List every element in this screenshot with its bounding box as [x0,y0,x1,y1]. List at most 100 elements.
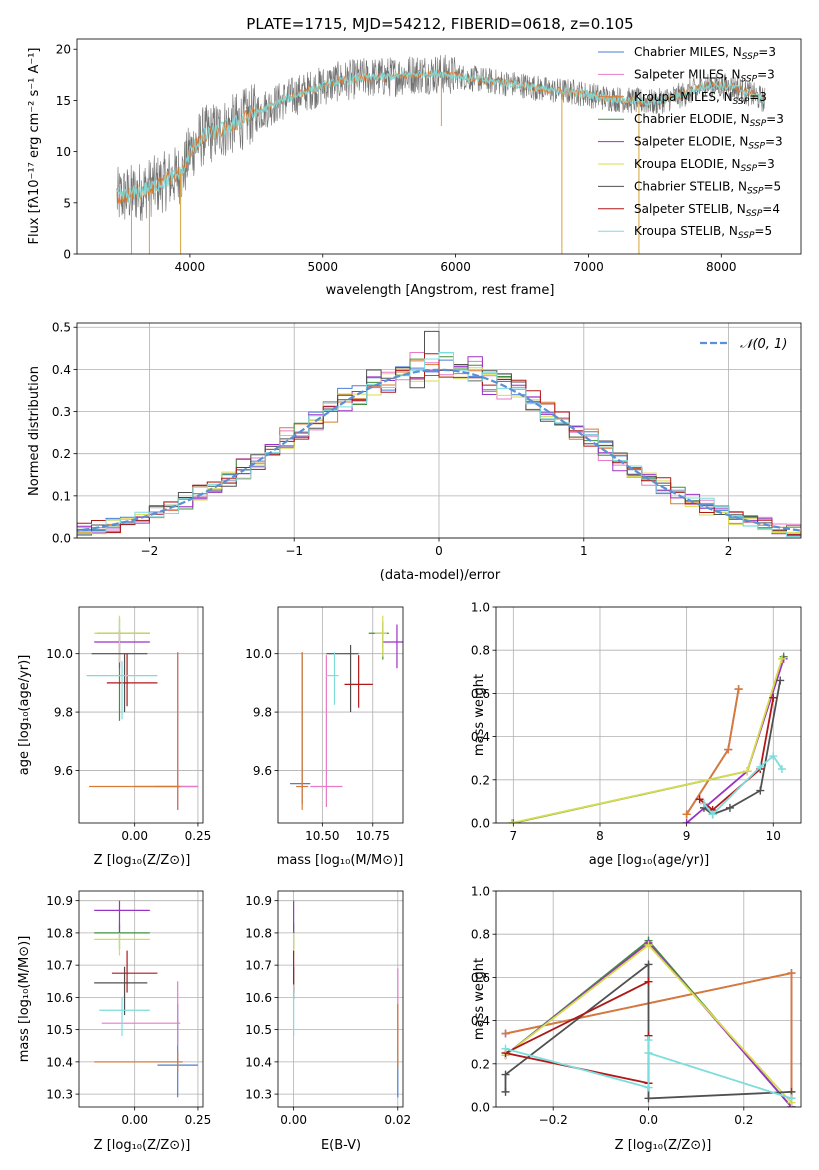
y-tick-label: 0.4 [52,363,71,377]
y-tick-label: 10.4 [46,1055,73,1069]
weight-marker [507,819,516,823]
weight-z-ylabel: mass weight [472,958,487,1040]
x-tick-label: 10 [766,829,781,843]
legend-label: Salpeter ELODIE, NSSP=3 [634,135,783,152]
x-tick-label: 0.00 [280,1113,307,1127]
weight-marker [769,752,778,761]
y-tick-label: 10.3 [245,1088,272,1102]
y-tick-label: 9.6 [253,764,272,778]
age-vs-mass-panel: 10.50 10.75 9.6 9.8 10.0 [245,606,404,843]
weight-marker [644,977,653,986]
mass-z-ylabel: mass [log₁₀(M/M⊙)] [17,936,32,1063]
weight-marker [501,1087,510,1096]
weight-marker [769,693,778,702]
residual-histogram [77,352,801,537]
y-tick-label: 0.6 [471,687,490,701]
y-tick-label: 10.5 [245,1023,272,1037]
weight-marker [501,1029,510,1038]
mass-z-xlabel: Z [log₁₀(Z/Z⊙)] [94,1138,191,1153]
x-tick-label: 0.00 [121,829,148,843]
spectrum-panel: 4000 5000 6000 7000 8000 0 5 10 15 20 Chabrier MIL… [56,38,802,274]
y-tick-label: 0.0 [471,817,490,831]
residual-ylabel: Normed distribution [27,366,42,496]
y-tick-label: 10.6 [245,991,272,1005]
y-tick-label: 10.0 [46,647,73,661]
weight-line [699,697,775,812]
legend-label: Salpeter STELIB, NSSP=4 [634,202,780,219]
y-tick-label: 1.0 [471,885,490,899]
residual-xlabel: (data-model)/error [380,568,501,583]
weight-marker [644,1049,653,1057]
weight-marker [734,685,743,694]
plot-area [501,936,796,1107]
weight-marker [699,799,708,808]
legend-label: Chabrier ELODIE, NSSP=3 [634,112,784,129]
x-tick-label: 5000 [307,260,338,274]
y-tick-label: 0.3 [52,405,71,419]
x-tick-label: −0.2 [539,1113,568,1127]
y-tick-label: 10.8 [245,926,272,940]
weight-line [511,658,783,823]
weight-marker [776,676,785,685]
x-tick-label: −1 [285,544,303,558]
weight-marker [682,810,691,819]
gauss-legend-label: 𝒩(0, 1) [740,337,787,352]
mass-ebv-xlabel: E(B-V) [321,1138,361,1153]
plot-area [77,330,801,538]
y-tick-label: 15 [56,94,71,108]
y-tick-label: 0.4 [471,730,490,744]
residual-panel: −2 −1 0 1 2 0.0 0.1 0.2 0.3 0.4 0.5 [52,321,802,558]
legend-label: Salpeter MILES, NSSP=3 [634,67,775,84]
y-tick-label: 10.0 [245,647,272,661]
weight-line [703,754,783,816]
weight-marker [501,1044,510,1053]
y-tick-label: 0.6 [471,971,490,985]
y-tick-label: 10.3 [46,1088,73,1102]
x-tick-label: 8000 [706,260,737,274]
mass-vs-ebv-panel: 0.00 0.02 10.3 10.4 10.5 10.6 10.7 10.8 10.9 [245,890,411,1127]
x-tick-label: 0.0 [639,1113,658,1127]
x-tick-label: 9 [683,829,691,843]
spectrum-ylabel: Flux [fλ10⁻¹⁷ erg cm⁻² s⁻¹ A⁻¹] [27,48,42,245]
y-tick-label: 10.4 [245,1055,272,1069]
plot-area [507,652,788,823]
y-tick-label: 9.8 [253,706,272,720]
plot-area [86,615,198,810]
weight-marker [644,941,653,949]
y-tick-label: 0.0 [52,532,71,546]
spectrum-xlabel: wavelength [Angstrom, rest frame] [326,283,555,298]
weight-marker [644,1036,653,1045]
weight-marker [777,765,786,773]
age-vs-z-panel: 0.00 0.25 9.6 9.8 10.0 [46,606,212,843]
y-tick-label: 0.8 [471,644,490,658]
weight-marker [682,819,691,823]
weight-marker [743,767,752,776]
x-tick-label: 0.25 [185,829,212,843]
weight-age-xlabel: age [log₁₀(age/yr)] [589,853,710,868]
axes-frame [495,890,802,1108]
figure-title: PLATE=1715, MJD=54212, FIBERID=0618, z=0… [246,15,633,33]
legend-label: Kroupa ELODIE, NSSP=3 [634,157,775,174]
y-tick-label: 10.9 [46,894,73,908]
y-tick-label: 0.4 [471,1014,490,1028]
y-tick-label: 10.5 [46,1023,73,1037]
y-tick-label: 0.0 [471,1101,490,1115]
y-tick-label: 9.8 [54,706,73,720]
x-tick-label: 0.25 [185,1113,212,1127]
x-tick-label: 7000 [573,260,604,274]
axes-frame [495,606,802,824]
weight-marker [725,803,734,812]
y-tick-label: 0.2 [471,1057,490,1071]
y-tick-label: 0 [63,248,71,262]
y-tick-label: 0.2 [471,773,490,787]
x-tick-label: 0.02 [384,1113,411,1127]
legend-label: Chabrier MILES, NSSP=3 [634,45,776,62]
y-tick-label: 5 [63,196,71,210]
plot-area [290,615,403,810]
axes-frame [277,890,404,1108]
plot-area [293,900,399,1098]
y-tick-label: 10.8 [46,926,73,940]
axes-frame [76,322,802,539]
x-tick-label: 0.2 [734,1113,753,1127]
